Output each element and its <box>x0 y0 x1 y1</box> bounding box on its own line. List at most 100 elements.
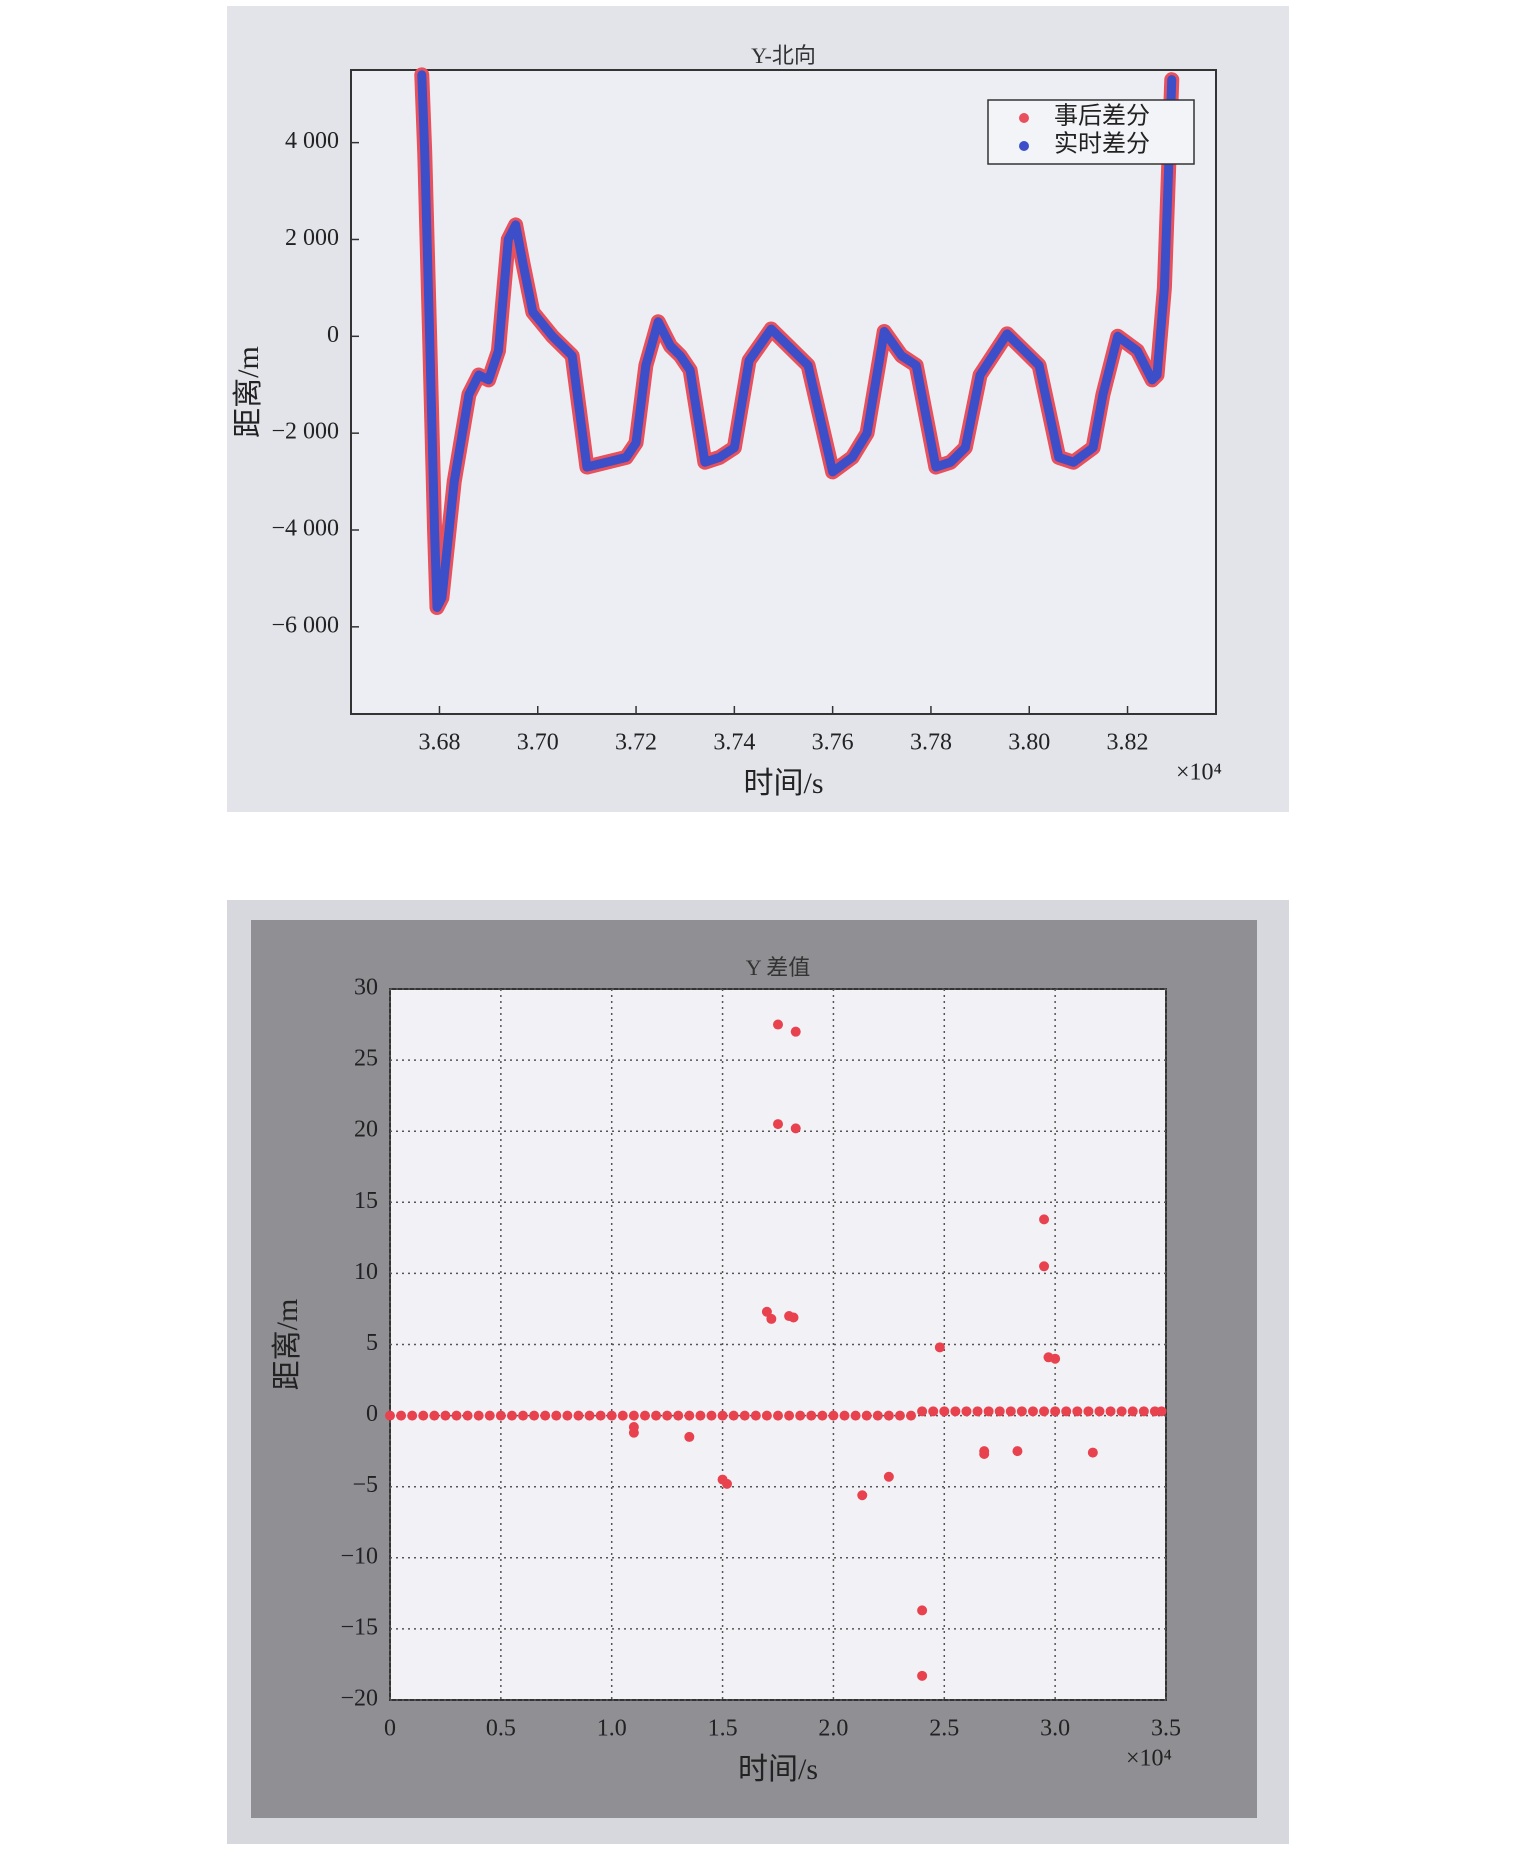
scatter-point <box>562 1410 573 1421</box>
scatter-point <box>784 1410 795 1421</box>
scatter-point <box>529 1410 540 1421</box>
legend-marker <box>1019 113 1029 123</box>
scatter-point <box>928 1406 939 1417</box>
legend-label: 实时差分 <box>1054 131 1150 158</box>
scatter-point <box>1016 1406 1027 1417</box>
scatter-point <box>806 1410 817 1421</box>
x-tick-label: 3.72 <box>615 730 657 756</box>
y-axis-label: 距离/m <box>232 346 265 438</box>
x-tick-label: 3.82 <box>1107 730 1149 756</box>
scatter-point <box>506 1410 517 1421</box>
chart-title: Y-北向 <box>751 43 816 68</box>
y-tick-label: 20 <box>354 1117 378 1143</box>
scatter-point <box>518 1410 529 1421</box>
x-axis-label: 时间/s <box>738 1753 818 1786</box>
scatter-point <box>462 1410 473 1421</box>
scatter-point <box>1083 1406 1094 1417</box>
y-tick-label: 0 <box>366 1401 378 1427</box>
scatter-point <box>595 1410 606 1421</box>
scatter-point <box>1072 1406 1083 1417</box>
y-tick-label: −2 000 <box>271 419 339 445</box>
y-tick-label: 15 <box>354 1188 378 1214</box>
x-tick-label: 3.5 <box>1151 1716 1181 1742</box>
y-tick-label: −4 000 <box>271 516 339 542</box>
scatter-point <box>934 1342 945 1353</box>
x-tick-label: 3.76 <box>812 730 854 756</box>
scatter-point <box>917 1605 928 1616</box>
scatter-point <box>396 1410 407 1421</box>
y-tick-label: 25 <box>354 1046 378 1072</box>
scatter-point <box>894 1410 905 1421</box>
scatter-point <box>972 1406 983 1417</box>
scatter-point <box>639 1410 650 1421</box>
y-tick-label: 10 <box>354 1259 378 1285</box>
scatter-point <box>766 1313 777 1324</box>
scatter-point <box>739 1410 750 1421</box>
x-tick-label: 1.5 <box>708 1716 738 1742</box>
y-tick-label: 2 000 <box>285 225 339 251</box>
scatter-point <box>418 1410 429 1421</box>
plot-area <box>350 69 1217 715</box>
scatter-point <box>429 1410 440 1421</box>
scatter-point <box>673 1410 684 1421</box>
y-tick-label: 0 <box>327 322 339 348</box>
scatter-point <box>861 1410 872 1421</box>
y-tick-label: 30 <box>354 975 378 1001</box>
scatter-point <box>728 1410 739 1421</box>
scatter-point <box>684 1431 695 1442</box>
scatter-point <box>761 1410 772 1421</box>
scatter-point <box>484 1410 495 1421</box>
y-tick-label: 5 <box>366 1330 378 1356</box>
scatter-point <box>440 1410 451 1421</box>
x-tick-label: 3.68 <box>418 730 460 756</box>
scatter-point <box>773 1019 783 1030</box>
x-tick-label: 3.78 <box>910 730 952 756</box>
y-tick-label: −20 <box>340 1686 378 1712</box>
scatter-point <box>850 1410 861 1421</box>
y-tick-label: −5 <box>352 1472 378 1498</box>
scatter-point <box>950 1406 961 1417</box>
scatter-point <box>994 1406 1005 1417</box>
scatter-point <box>939 1406 950 1417</box>
scatter-point <box>1012 1446 1023 1457</box>
scatter-point <box>979 1448 990 1459</box>
x-multiplier: ×10⁴ <box>1126 1746 1172 1772</box>
scatter-point <box>385 1410 395 1421</box>
scatter-point <box>917 1670 928 1681</box>
y-axis-label: 距离/m <box>271 1299 304 1391</box>
legend-label: 事后差分 <box>1054 103 1150 130</box>
legend-marker <box>1019 141 1029 151</box>
scatter-point <box>1005 1406 1016 1417</box>
x-tick-label: 3.80 <box>1008 730 1050 756</box>
scatter-point <box>407 1410 418 1421</box>
scatter-point <box>1105 1406 1116 1417</box>
legend-box <box>987 99 1195 165</box>
x-tick-label: 0.5 <box>486 1716 516 1742</box>
scatter-point <box>872 1410 883 1421</box>
x-tick-label: 3.70 <box>517 730 559 756</box>
scatter-point <box>983 1406 994 1417</box>
x-tick-label: 2.5 <box>929 1716 959 1742</box>
series-line <box>417 70 1177 612</box>
scatter-point <box>795 1410 806 1421</box>
scatter-point <box>473 1410 484 1421</box>
scatter-point <box>495 1410 506 1421</box>
scatter-point <box>617 1410 628 1421</box>
y-tick-label: −6 000 <box>271 612 339 638</box>
x-tick-label: 1.0 <box>597 1716 627 1742</box>
scatter-point <box>1156 1406 1167 1417</box>
scatter-point <box>695 1410 706 1421</box>
scatter-point <box>451 1410 462 1421</box>
scatter-point <box>551 1410 562 1421</box>
y-tick-label: −10 <box>340 1543 378 1569</box>
scatter-point <box>584 1410 595 1421</box>
x-tick-label: 3.74 <box>713 730 755 756</box>
scatter-point <box>722 1478 733 1489</box>
scatter-point <box>684 1410 695 1421</box>
scatter-point <box>651 1410 662 1421</box>
scatter-point <box>1039 1214 1050 1225</box>
scatter-point <box>906 1410 917 1421</box>
scatter-point <box>788 1312 799 1323</box>
x-tick-label: 3.0 <box>1040 1716 1070 1742</box>
